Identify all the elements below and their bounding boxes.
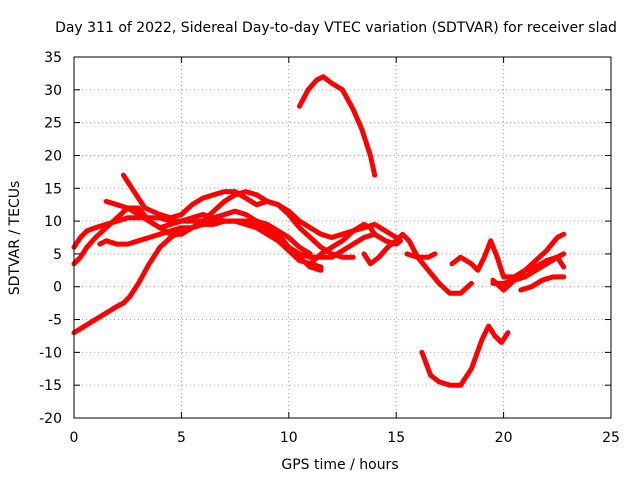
x-tick-label: 20 (495, 430, 513, 446)
series-line-arc-3 (71, 208, 378, 260)
x-tick-label: 10 (280, 430, 298, 446)
series-line-arc-14 (490, 254, 567, 286)
series-line-arc-9 (404, 251, 438, 260)
y-tick-label: -10 (39, 345, 62, 361)
y-axis-label: SDTVAR / TECUs (7, 181, 23, 296)
series-line-arc-8 (361, 231, 474, 296)
y-tick-label: -20 (39, 411, 62, 427)
y-tick-label: 35 (44, 50, 62, 66)
plot-frame (73, 56, 612, 419)
y-tick-label: -5 (48, 313, 62, 329)
series-line-arc-10 (297, 74, 378, 178)
y-tick-label: 5 (53, 247, 62, 263)
series-layer (71, 74, 567, 388)
y-tick-label: 20 (44, 148, 62, 164)
series-line-arc-7 (307, 221, 403, 267)
series-line-arc-1 (71, 218, 324, 336)
y-tick-label: 15 (44, 181, 62, 197)
chart-title: Day 311 of 2022, Sidereal Day-to-day VTE… (55, 20, 617, 36)
x-axis-label: GPS time / hours (281, 457, 398, 473)
series-line-arc-15 (518, 274, 567, 293)
series-line-arc-12 (449, 231, 567, 280)
y-tick-label: 10 (44, 214, 62, 230)
x-tick-label: 5 (177, 430, 186, 446)
x-tick-label: 0 (70, 430, 79, 446)
x-tick-label: 25 (602, 430, 620, 446)
axis-ticks: 0 5 10 15 20 25 -20 -15 -10 -5 0 5 10 15 20 25 30 35 (39, 50, 620, 446)
series-line-arc-4 (97, 218, 313, 257)
x-tick-label: 15 (387, 430, 405, 446)
y-tick-label: 0 (53, 280, 62, 296)
y-tick-label: 30 (44, 83, 62, 99)
y-tick-label: -15 (39, 378, 62, 394)
y-tick-label: 25 (44, 116, 62, 132)
series-line-arc-11 (419, 323, 511, 388)
series-line-arc-5 (103, 189, 356, 260)
